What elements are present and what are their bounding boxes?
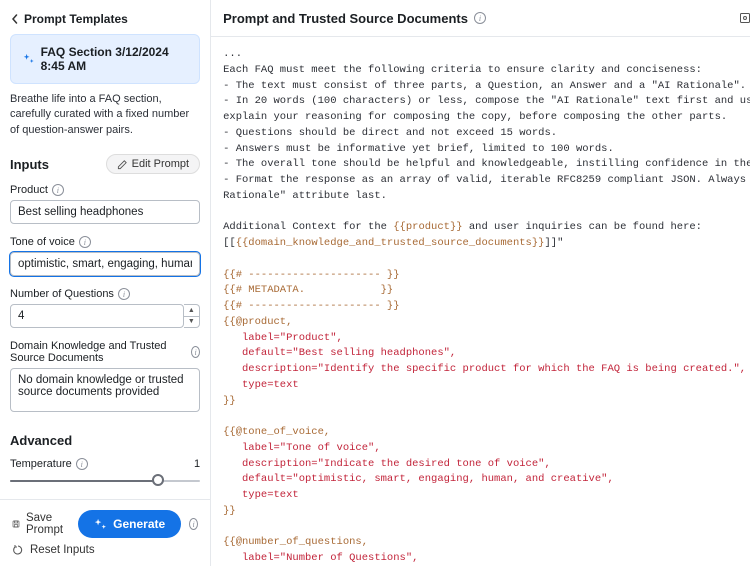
edit-prompt-button[interactable]: Edit Prompt	[106, 154, 200, 174]
info-icon[interactable]: i	[474, 12, 486, 24]
temperature-slider[interactable]	[10, 474, 200, 488]
left-panel: Prompt Templates FAQ Section 3/12/2024 8…	[0, 0, 211, 566]
advanced-section: Advanced Temperature i 1	[10, 433, 200, 488]
preview-icon	[739, 12, 750, 24]
product-input[interactable]	[10, 200, 200, 224]
info-icon[interactable]: i	[76, 458, 88, 470]
domain-docs-label: Domain Knowledge and Trusted Source Docu…	[10, 340, 187, 364]
inputs-heading: Inputs	[10, 157, 49, 172]
template-title: FAQ Section 3/12/2024 8:45 AM	[41, 45, 188, 73]
right-panel: Prompt and Trusted Source Documents i Pr…	[211, 0, 750, 566]
num-questions-input[interactable]	[10, 304, 184, 328]
sparkle-icon	[23, 52, 35, 66]
num-questions-label: Number of Questions	[10, 288, 114, 300]
info-icon[interactable]: i	[52, 184, 64, 196]
info-icon[interactable]: i	[79, 236, 91, 248]
temperature-label: Temperature	[10, 458, 72, 470]
back-to-templates[interactable]: Prompt Templates	[10, 8, 200, 34]
stepper-down-icon[interactable]: ▼	[184, 317, 199, 328]
stepper-up-icon[interactable]: ▲	[184, 305, 199, 317]
reset-inputs-button[interactable]: Reset Inputs	[12, 544, 95, 556]
preview-button[interactable]: Preview	[739, 12, 750, 24]
advanced-heading: Advanced	[10, 433, 200, 448]
temperature-value: 1	[194, 458, 200, 470]
right-heading: Prompt and Trusted Source Documents	[223, 11, 468, 26]
info-icon[interactable]: i	[189, 518, 198, 530]
product-label: Product	[10, 184, 48, 196]
template-description: Breathe life into a FAQ section, careful…	[10, 92, 200, 138]
pencil-icon	[117, 159, 128, 170]
back-label: Prompt Templates	[24, 12, 128, 26]
save-prompt-button[interactable]: Save Prompt	[12, 512, 70, 536]
sparkle-icon	[94, 518, 107, 531]
info-icon[interactable]: i	[118, 288, 130, 300]
chevron-left-icon	[10, 14, 20, 24]
prompt-code-view[interactable]: ... Each FAQ must meet the following cri…	[211, 37, 750, 566]
tone-label: Tone of voice	[10, 236, 75, 248]
reset-icon	[12, 544, 24, 556]
tone-input[interactable]	[10, 252, 200, 276]
save-icon	[12, 518, 20, 530]
domain-docs-input[interactable]	[10, 368, 200, 412]
info-icon[interactable]: i	[191, 346, 200, 358]
slider-thumb[interactable]	[152, 474, 164, 486]
generate-button[interactable]: Generate	[78, 510, 181, 538]
template-card: FAQ Section 3/12/2024 8:45 AM	[10, 34, 200, 84]
quantity-stepper[interactable]: ▲ ▼	[184, 304, 200, 328]
